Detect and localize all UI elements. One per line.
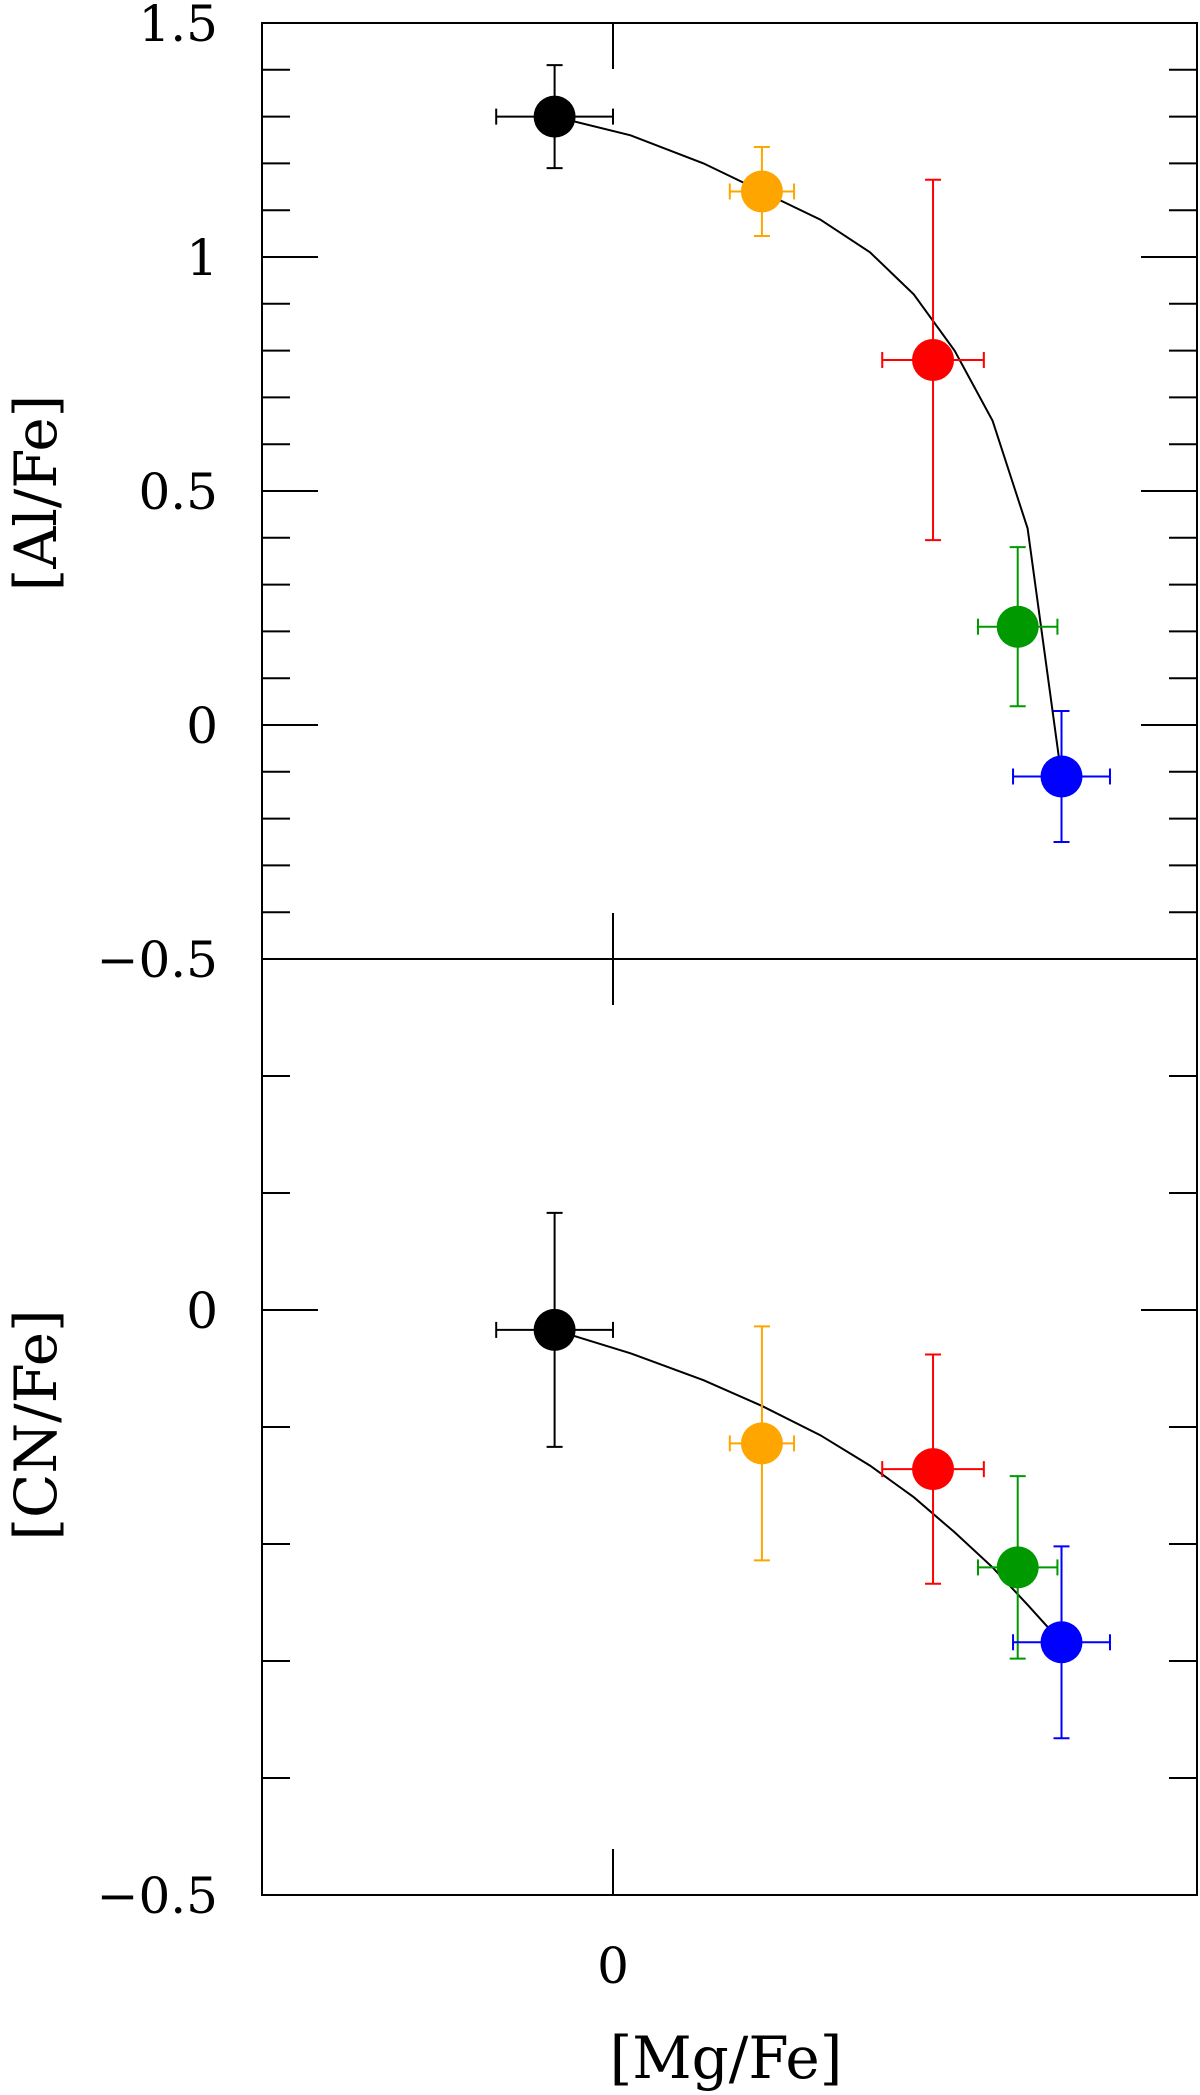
y-tick-label: 0 xyxy=(186,697,218,755)
data-point xyxy=(533,95,576,138)
y-tick-label: 0.5 xyxy=(138,463,218,521)
data-point xyxy=(740,170,783,213)
plot-frame-top xyxy=(261,22,1198,960)
bottom-panel: −0.5 0 0 xyxy=(97,958,1198,1995)
x-axis-label: [Mg/Fe] xyxy=(610,2024,843,2092)
y-tick-label: −0.5 xyxy=(97,1867,218,1925)
y-axis-label-bottom: [CN/Fe] xyxy=(2,1309,70,1540)
data-point xyxy=(996,605,1039,648)
y-tick-label: −0.5 xyxy=(97,931,218,989)
y-tick-label: 1 xyxy=(186,229,218,287)
data-point xyxy=(912,338,955,381)
y-tick-label: 0 xyxy=(186,1282,218,1340)
y-axis-label-top: [Al/Fe] xyxy=(2,395,70,592)
x-tick-label: 0 xyxy=(597,1937,629,1995)
model-curve xyxy=(554,115,1063,777)
plot-frame-bottom xyxy=(261,958,1198,1896)
data-point xyxy=(1040,1621,1083,1664)
data-point xyxy=(533,1308,576,1351)
top-panel: −0.5 0 0.5 1 1.5 xyxy=(97,0,1198,989)
model-curve xyxy=(554,1328,1063,1643)
data-point xyxy=(1040,755,1083,798)
data-point xyxy=(996,1546,1039,1589)
y-tick-label: 1.5 xyxy=(138,0,218,53)
data-point xyxy=(740,1422,783,1465)
data-point xyxy=(912,1448,955,1491)
